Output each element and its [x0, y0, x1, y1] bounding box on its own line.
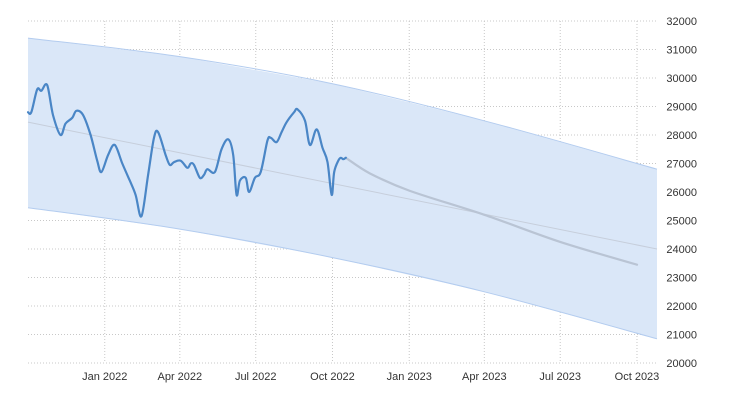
y-tick-label: 30000 — [666, 73, 697, 85]
forecast-line-group — [344, 156, 639, 266]
y-tick-label: 29000 — [666, 102, 697, 114]
x-tick-label: Apr 2023 — [462, 371, 507, 383]
y-tick-label: 28000 — [666, 130, 697, 142]
trend-line — [27, 121, 658, 250]
x-tick-label: Jul 2023 — [539, 371, 581, 383]
y-tick-label: 21000 — [666, 330, 697, 342]
trend-line-group — [27, 121, 658, 250]
y-tick-label: 31000 — [666, 45, 697, 57]
y-tick-label: 26000 — [666, 187, 697, 199]
y-tick-label: 22000 — [666, 301, 697, 313]
band-lower-edge — [27, 207, 658, 340]
confidence-band-area — [28, 38, 657, 339]
x-tick-label: Jul 2022 — [235, 371, 277, 383]
x-tick-label: Jan 2022 — [82, 371, 127, 383]
x-axis-labels: Jan 2022 Apr 2022 Jul 2022 Oct 2022 Jan 2023… — [82, 371, 659, 383]
x-tick-label: Apr 2022 — [157, 371, 202, 383]
y-tick-label: 25000 — [666, 216, 697, 228]
x-tick-label: Oct 2023 — [615, 371, 660, 383]
actual-line — [26, 83, 347, 218]
y-tick-label: 23000 — [666, 273, 697, 285]
y-tick-label: 27000 — [666, 159, 697, 171]
y-tick-label: 20000 — [666, 358, 697, 370]
forecast-line — [344, 156, 639, 266]
x-tick-label: Jan 2023 — [387, 371, 432, 383]
actual-line-group — [26, 83, 347, 218]
y-axis-labels: 20000 21000 22000 23000 24000 25000 26000 27000… — [666, 16, 697, 370]
y-tick-label: 24000 — [666, 244, 697, 256]
x-tick-label: Oct 2022 — [310, 371, 355, 383]
band-upper-edge — [27, 37, 658, 170]
y-tick-label: 32000 — [666, 16, 697, 28]
confidence-band — [27, 37, 658, 340]
